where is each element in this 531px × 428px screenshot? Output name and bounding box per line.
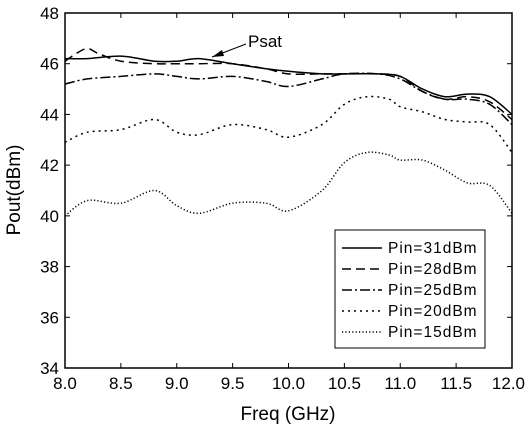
y-axis-title: Pout(dBm) [4,145,25,236]
series-line-4 [64,95,513,153]
series-line-1 [64,55,513,115]
legend: Pin=31dBm Pin=28dBm Pin=25dBm Pin=20dBm Pin=… [334,229,486,349]
y-tick-label: 40 [40,207,59,226]
x-tick-label: 8.0 [53,374,77,393]
ticks-layer: 8.0 8.5 9.0 9.5 10.0 10.5 11.0 11.5 12.0 34 36 38 40… [40,4,525,393]
x-tick-label: 12.0 [492,374,525,393]
y-tick-label: 44 [40,105,59,124]
x-tick-label: 9.5 [221,374,245,393]
x-tick-label: 9.0 [165,374,189,393]
y-tick-label: 48 [40,4,59,23]
x-tick-label: 11.5 [440,374,472,393]
x-tick-label: 10.0 [272,374,305,393]
y-tick-label: 36 [40,308,59,327]
y-tick-label: 42 [40,156,59,175]
legend-label-4: Pin=20dBm [388,303,478,320]
x-tick-label: 11.0 [384,374,416,393]
x-axis-title: Freq (GHz) [241,404,336,425]
legend-box [334,229,486,349]
psat-annotation: Psat [211,32,282,58]
x-tick-label: 8.5 [109,374,133,393]
y-tick-label: 34 [40,359,59,378]
psat-arrowhead [212,50,224,57]
legend-label-1: Pin=31dBm [388,240,478,257]
x-tick-label: 10.5 [328,374,361,393]
y-tick-label: 46 [40,55,59,74]
plot-frame [64,12,513,369]
legend-label-2: Pin=28dBm [388,261,478,278]
series-layer [64,47,513,217]
y-tick-label: 38 [40,258,59,277]
legend-label-5: Pin=15dBm [388,324,478,341]
legend-label-3: Pin=25dBm [388,282,478,299]
series-line-3 [64,72,513,126]
psat-label: Psat [248,32,282,51]
